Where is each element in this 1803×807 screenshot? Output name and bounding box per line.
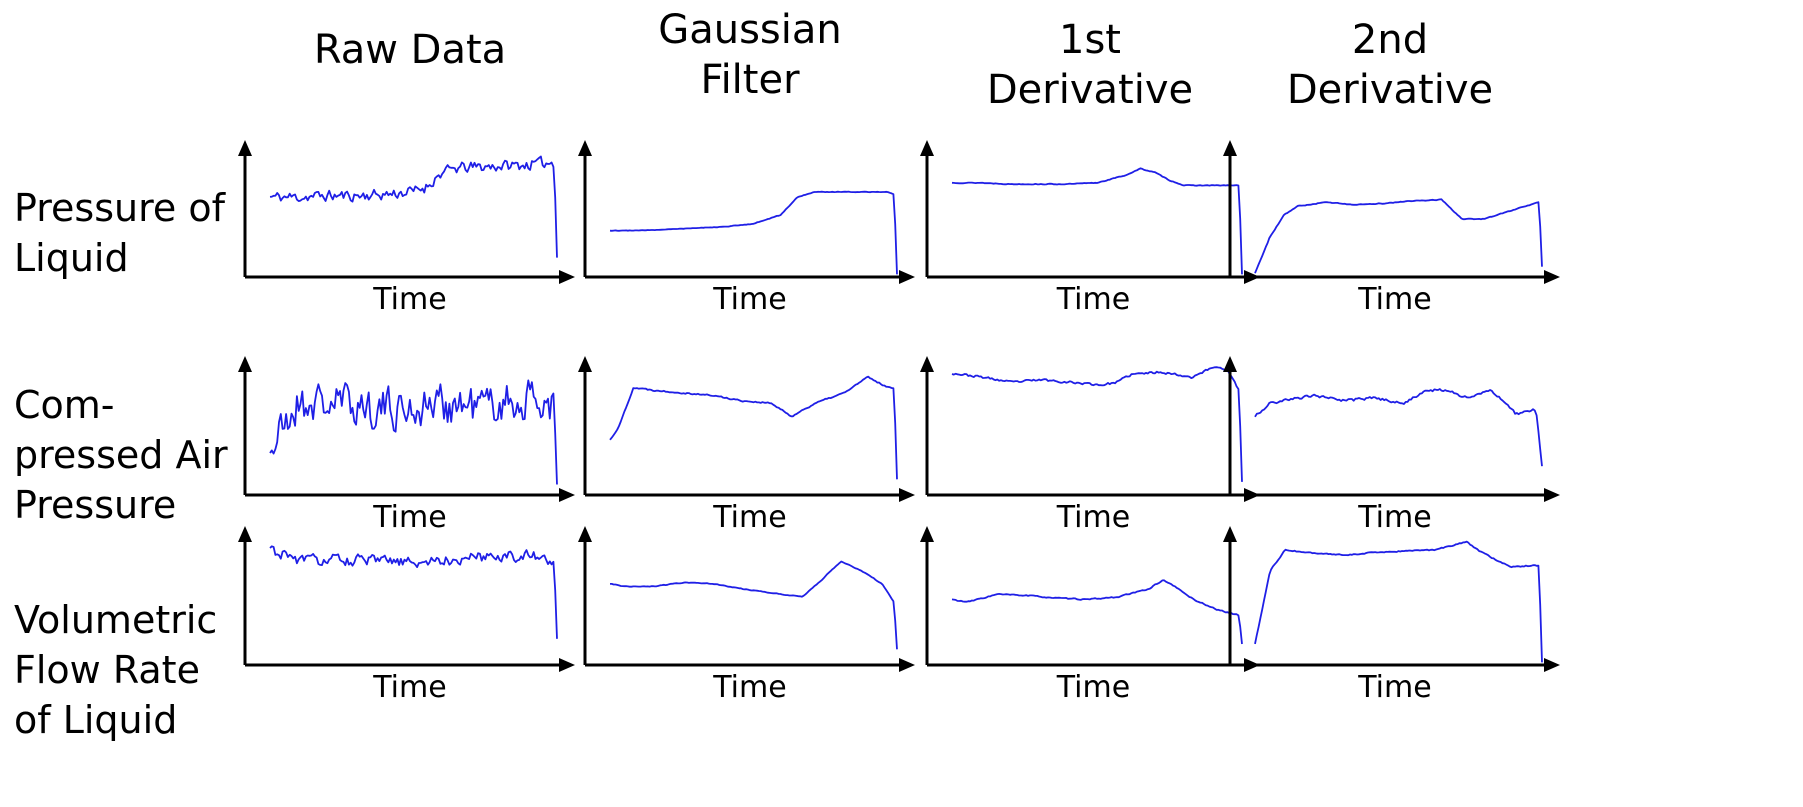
column-title-raw-data: Raw Data <box>313 27 507 73</box>
r1c0-x-axis-arrowhead <box>559 488 575 502</box>
r1c1-x-axis-arrowhead <box>899 488 915 502</box>
r0c1-x-axis-arrowhead <box>899 270 915 284</box>
r1c3-y-axis-arrowhead <box>1223 356 1237 372</box>
r2c3-x-axis-label: Time <box>1357 670 1431 705</box>
r1c0-y-axis-arrowhead <box>238 356 252 372</box>
r0c0-x-axis-label: Time <box>372 282 446 317</box>
row-label-volumetric-flow-rate: Volumetric Flow Rate of Liquid <box>14 598 218 742</box>
r1c2-series-line <box>951 366 1243 482</box>
r2c1-series-line <box>610 560 898 650</box>
r2c2-x-axis-label: Time <box>1056 670 1130 705</box>
r2c0-x-axis-arrowhead <box>559 658 575 672</box>
r2c3-x-axis-arrowhead <box>1544 658 1560 672</box>
row-label-compressed-air-pressure: Com- pressed Air Pressure <box>14 383 228 527</box>
r0c0-series-line <box>269 155 558 258</box>
r2c0-y-axis-arrowhead <box>238 526 252 542</box>
r1c2-y-axis-arrowhead <box>920 356 934 372</box>
r2c0-series-line <box>269 545 558 639</box>
r1c1-y-axis-arrowhead <box>578 356 592 372</box>
r1c3-x-axis-label: Time <box>1357 500 1431 535</box>
r1c0-x-axis-label: Time <box>372 500 446 535</box>
column-title-gaussian-filter: Gaussian Filter <box>658 7 842 103</box>
r0c1-y-axis-arrowhead <box>578 140 592 156</box>
row-label-pressure-of-liquid: Pressure of Liquid <box>14 186 225 280</box>
column-title-2nd-derivative: 2nd Derivative <box>1286 17 1494 113</box>
r2c3-series-line <box>1254 540 1543 663</box>
r1c3-series-line <box>1254 388 1543 467</box>
r0c3-x-axis-arrowhead <box>1544 270 1560 284</box>
r1c0-series-line <box>269 379 558 485</box>
r2c0-x-axis-label: Time <box>372 670 446 705</box>
r0c2-series-line <box>951 167 1243 275</box>
r0c2-y-axis-arrowhead <box>920 140 934 156</box>
r1c1-series-line <box>609 375 898 480</box>
r0c3-series-line <box>1254 198 1543 274</box>
r2c1-x-axis-label: Time <box>712 670 786 705</box>
r2c2-y-axis-arrowhead <box>920 526 934 542</box>
r0c1-x-axis-label: Time <box>712 282 786 317</box>
r0c3-x-axis-label: Time <box>1357 282 1431 317</box>
r0c0-x-axis-arrowhead <box>559 270 575 284</box>
r0c0-y-axis-arrowhead <box>238 140 252 156</box>
r2c2-series-line <box>951 579 1243 645</box>
r2c1-y-axis-arrowhead <box>578 526 592 542</box>
r0c3-y-axis-arrowhead <box>1223 140 1237 156</box>
r2c3-y-axis-arrowhead <box>1223 526 1237 542</box>
r2c1-x-axis-arrowhead <box>899 658 915 672</box>
column-title-1st-derivative: 1st Derivative <box>986 17 1194 113</box>
r1c2-x-axis-label: Time <box>1056 500 1130 535</box>
r0c2-x-axis-label: Time <box>1056 282 1130 317</box>
r0c1-series-line <box>609 190 898 275</box>
r1c3-x-axis-arrowhead <box>1544 488 1560 502</box>
r1c1-x-axis-label: Time <box>712 500 786 535</box>
